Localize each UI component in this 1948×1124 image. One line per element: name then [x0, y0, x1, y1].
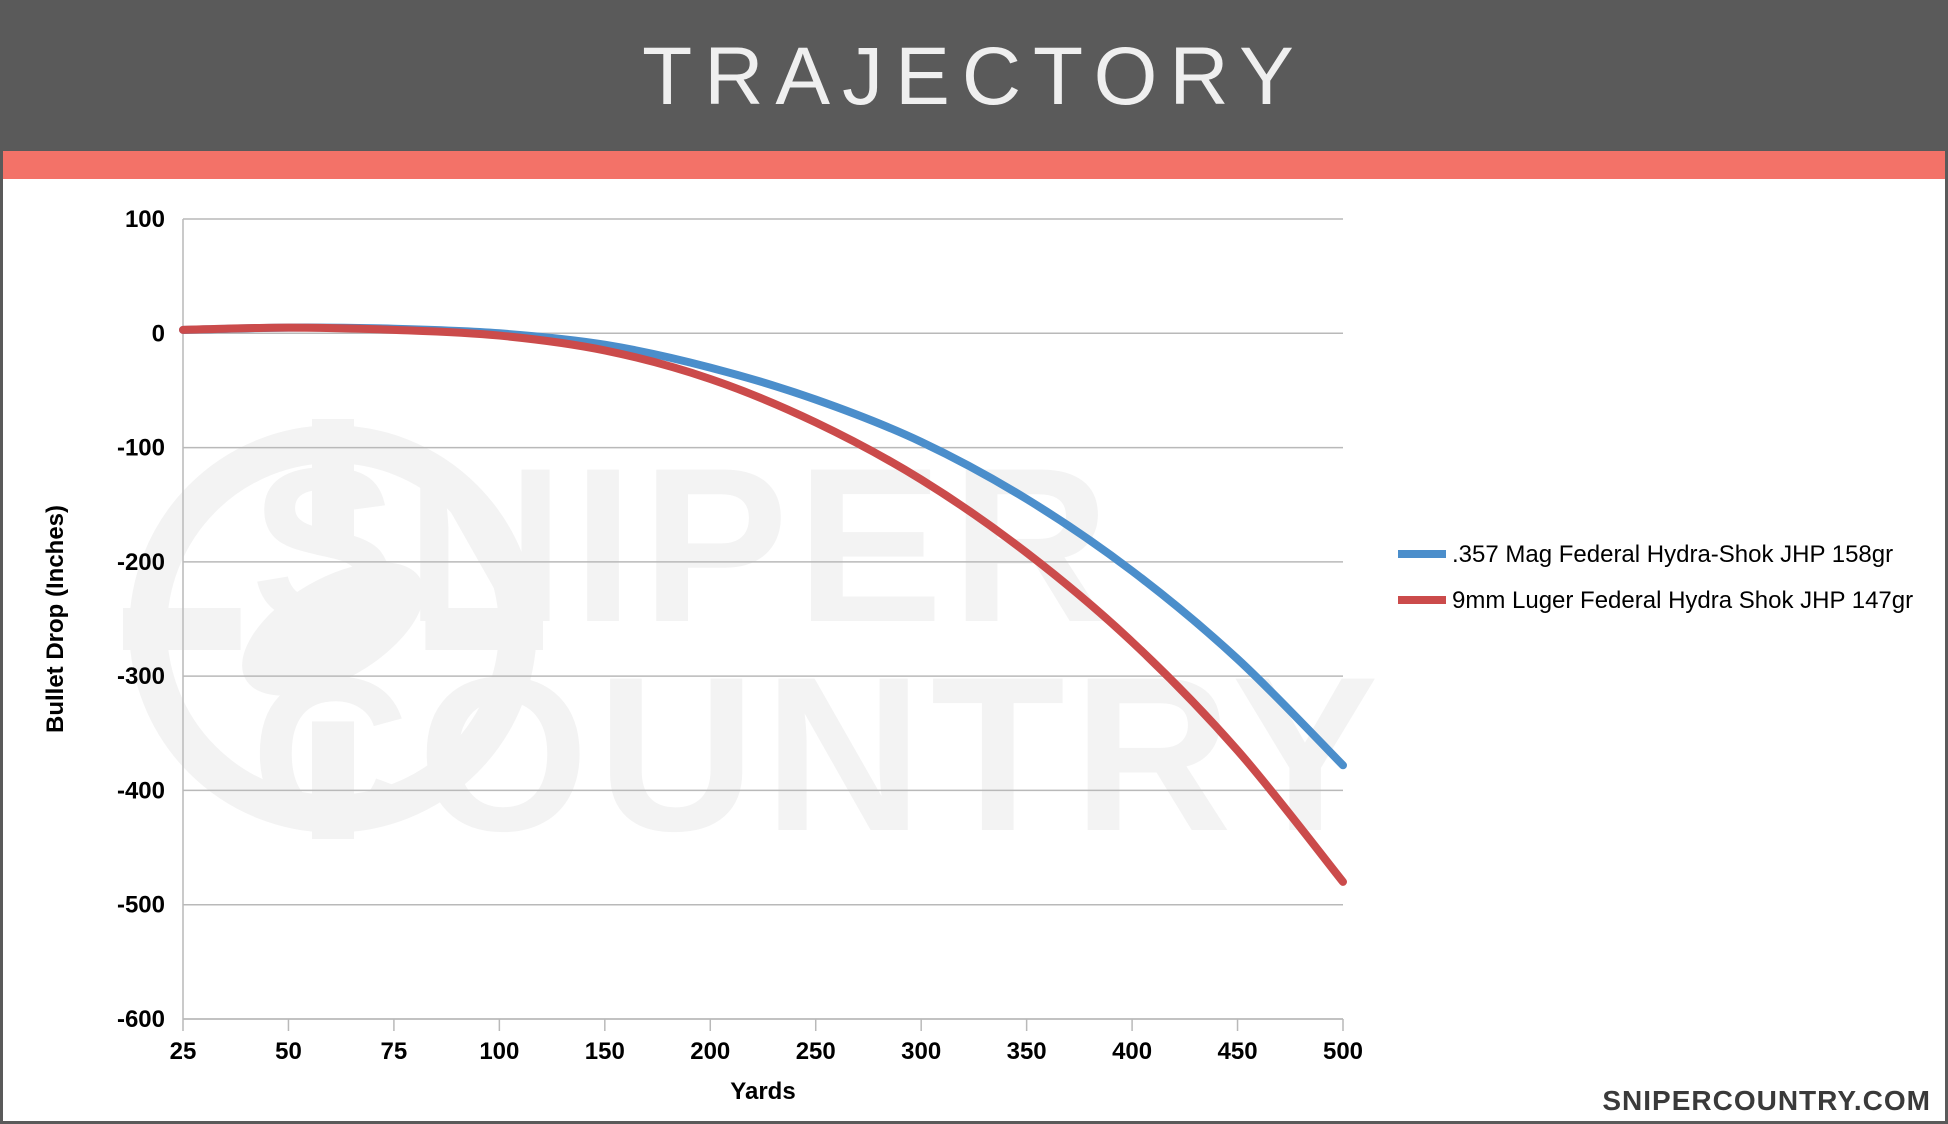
accent-bar: [3, 151, 1945, 179]
x-tick-label: 200: [690, 1038, 730, 1065]
legend-label: .357 Mag Federal Hydra-Shok JHP 158gr: [1452, 541, 1893, 568]
y-tick-label: -200: [117, 549, 165, 576]
header-bar: TRAJECTORY: [3, 3, 1945, 151]
x-tick-label: 75: [381, 1038, 408, 1065]
x-tick-label: 150: [585, 1038, 625, 1065]
x-tick-label: 350: [1007, 1038, 1047, 1065]
x-tick-label: 250: [796, 1038, 836, 1065]
y-tick-label: -300: [117, 663, 165, 690]
x-tick-label: 450: [1218, 1038, 1258, 1065]
footer-credit: SNIPERCOUNTRY.COM: [1602, 1085, 1931, 1117]
y-tick-label: -500: [117, 892, 165, 919]
legend-label: 9mm Luger Federal Hydra Shok JHP 147gr: [1452, 587, 1913, 614]
y-axis-label: Bullet Drop (Inches): [42, 505, 69, 733]
page-title: TRAJECTORY: [642, 30, 1306, 124]
x-tick-label: 50: [275, 1038, 302, 1065]
x-tick-label: 400: [1112, 1038, 1152, 1065]
series-line: [183, 328, 1343, 766]
x-tick-label: 25: [170, 1038, 197, 1065]
y-tick-label: -600: [117, 1006, 165, 1033]
x-tick-label: 100: [479, 1038, 519, 1065]
y-tick-label: -400: [117, 777, 165, 804]
y-tick-label: 0: [152, 320, 165, 347]
x-tick-label: 300: [901, 1038, 941, 1065]
y-tick-label: 100: [125, 206, 165, 233]
trajectory-chart: 100 0 -100 -200 -300 -400 -500 -60025 50 75 100 150…: [3, 179, 1945, 1124]
y-tick-label: -100: [117, 435, 165, 462]
x-tick-label: 500: [1323, 1038, 1363, 1065]
x-axis-label: Yards: [730, 1078, 795, 1105]
chart-area: SNIPER COUNTRY 1000-100-200-300-400-500-…: [3, 179, 1945, 1121]
